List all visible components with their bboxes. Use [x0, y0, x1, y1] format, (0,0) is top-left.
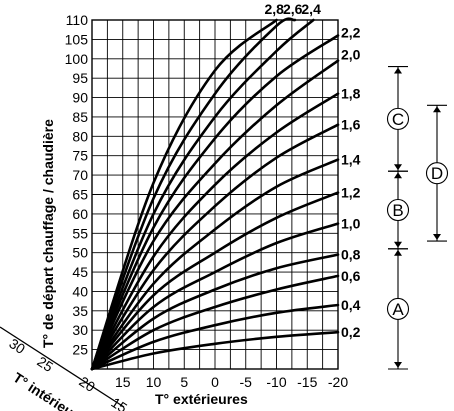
inner-tick-label: 15 — [108, 394, 130, 411]
zone-arrow-up — [433, 106, 441, 113]
curve-label: 0,2 — [341, 324, 361, 340]
zone-label: C — [392, 110, 404, 129]
y-tick-label: 25 — [72, 342, 88, 358]
y-axis-title: T° de départ chauffage / chaudière — [40, 119, 56, 348]
zone-label: B — [392, 201, 403, 220]
y-tick-label: 80 — [72, 128, 88, 144]
curve-1-0 — [90, 222, 340, 371]
curve-1-4 — [90, 158, 340, 371]
x-tick-label: -20 — [328, 374, 348, 390]
x-tick-label: -15 — [297, 374, 317, 390]
zone-arrow-up — [394, 67, 402, 74]
zone-a: A — [386, 248, 410, 370]
curve-label: 1,6 — [341, 117, 361, 133]
plot-frame — [91, 19, 339, 370]
x-tick-label: 15 — [115, 374, 131, 390]
zone-b: B — [386, 170, 410, 250]
curve-2-6 — [90, 17, 297, 371]
zone-circle — [386, 198, 410, 222]
curve-0-6 — [90, 274, 340, 371]
zone-circle — [386, 107, 410, 130]
zone-arrow-up — [394, 172, 402, 179]
inner-tick-label: 30 — [6, 335, 28, 357]
zone-brackets: A B C D — [386, 65, 449, 370]
zone-c: C — [386, 65, 410, 172]
curve-label: 0,4 — [341, 297, 361, 313]
zone-label: A — [392, 300, 404, 319]
curve-label: 2,0 — [341, 47, 361, 63]
y-tick-label: 35 — [72, 303, 88, 319]
x-tick-label: 10 — [146, 374, 162, 390]
zone-label: D — [431, 164, 443, 183]
y-tick-label: 95 — [72, 70, 88, 86]
inner-tick-labels: 30 25 20 15 — [6, 335, 130, 411]
y-tick-label: 60 — [72, 206, 88, 222]
curve-label: 2,8 — [265, 1, 285, 17]
curve-1-6 — [90, 123, 340, 371]
y-tick-label: 45 — [72, 264, 88, 280]
curve-1-2 — [90, 191, 340, 371]
curve-label: 1,8 — [341, 86, 361, 102]
curve-label: 2,4 — [301, 1, 321, 17]
y-tick-label: 100 — [65, 51, 89, 67]
y-tick-label: 50 — [72, 245, 88, 261]
zone-circle — [386, 297, 410, 320]
x-tick-label: -5 — [240, 374, 253, 390]
y-tick-label: 30 — [72, 322, 88, 338]
y-tick-label: 105 — [65, 31, 89, 47]
curve-2-4 — [90, 18, 315, 371]
zone-circle — [425, 162, 449, 185]
x-tick-labels: 15 10 5 0 -5 -10 -15 -20 — [115, 374, 348, 390]
y-tick-label: 90 — [72, 90, 88, 106]
y-tick-label: 70 — [72, 167, 88, 183]
zone-arrow-down — [394, 362, 402, 368]
x-tick-label: 5 — [180, 374, 188, 390]
heating-curves — [90, 17, 340, 371]
curve-0-8 — [90, 253, 340, 371]
inner-axis-line — [0, 326, 125, 408]
y-tick-label: 85 — [72, 109, 88, 125]
x-axis-title: T° extérieures — [155, 391, 248, 407]
x-tick-label: 0 — [211, 374, 219, 390]
y-tick-label: 40 — [72, 283, 88, 299]
y-tick-label: 75 — [72, 148, 88, 164]
y-tick-label: 110 — [66, 12, 89, 28]
x-tick-label: -10 — [266, 374, 286, 390]
curve-label: 0,6 — [341, 268, 361, 284]
curve-label: 0,8 — [341, 247, 361, 263]
curve-label: 1,0 — [341, 216, 361, 232]
y-tick-label: 55 — [72, 225, 88, 241]
curve-1-8 — [90, 92, 340, 371]
zone-arrow-up — [394, 249, 402, 256]
curve-0-2 — [90, 330, 340, 371]
curve-0-4 — [90, 303, 340, 371]
y-tick-label: 65 — [72, 187, 88, 203]
zone-arrow-down — [433, 234, 441, 241]
y-tick-labels: 25 30 35 40 45 50 55 60 65 70 75 80 85 90 95 100 105 110 — [65, 12, 89, 358]
inner-tick-label: 20 — [76, 373, 98, 395]
curve-2-0 — [90, 59, 340, 371]
curve-label: 1,4 — [341, 152, 361, 168]
curve-2-2 — [90, 34, 340, 371]
curve-2-8 — [90, 18, 278, 371]
zone-d: D — [425, 104, 449, 242]
curve-label: 1,2 — [341, 185, 361, 201]
curve-label: 2,6 — [283, 1, 303, 17]
curve-slope-labels: 0,2 0,4 0,6 0,8 1,0 1,2 1,4 1,6 1,8 2,0 2,2 2,42,62… — [265, 1, 361, 340]
zone-arrow-down — [394, 164, 402, 171]
inner-tick-label: 25 — [34, 353, 56, 375]
curve-label: 2,2 — [341, 25, 361, 41]
zone-arrow-down — [394, 241, 402, 248]
